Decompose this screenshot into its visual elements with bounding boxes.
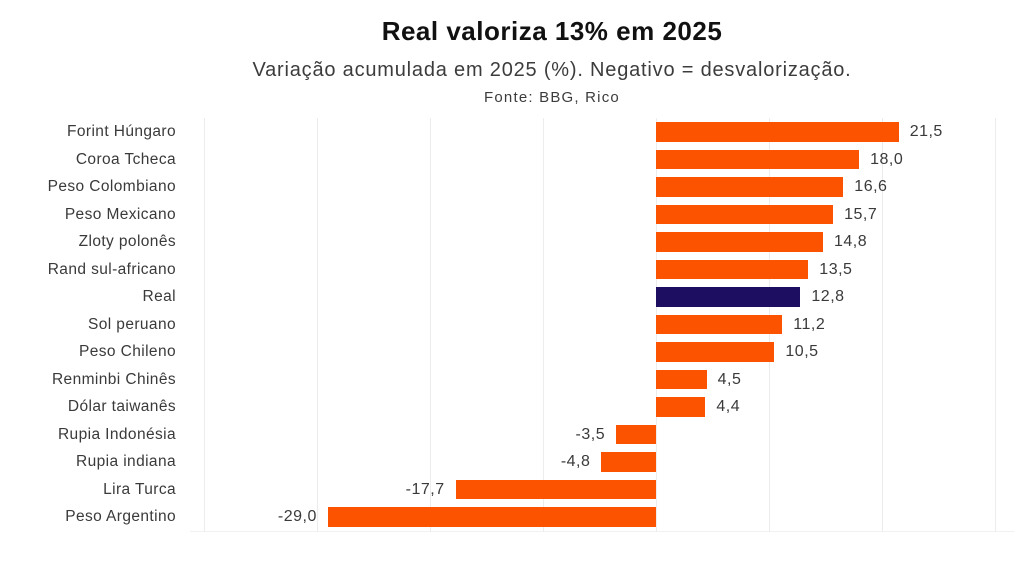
bar-peso-argentino	[327, 507, 656, 527]
category-label-rand-sul-africano: Rand sul-africano	[47, 260, 176, 278]
category-label-real: Real	[142, 288, 176, 305]
value-label-peso-colombiano: 16,6	[854, 178, 888, 195]
category-label-rupia-indiana: Rupia indiana	[76, 453, 176, 470]
plot-area: 21,5 18,0 16,6 15,7 14,8 13,5 12,8 11,2 10,5 4,5 4…	[190, 118, 1014, 532]
bar-rupia-indiana	[601, 452, 656, 472]
gridline--40	[203, 118, 205, 532]
bar-sol-peruano	[655, 314, 783, 334]
value-label-rand-sul-africano: 13,5	[819, 260, 853, 278]
category-label-dolar-taiwanes: Dólar taiwanês	[67, 398, 176, 415]
category-axis: Forint Húngaro Coroa Tcheca Peso Colombian…	[0, 118, 182, 531]
chart-title: Real valoriza 13% em 2025	[381, 16, 723, 46]
category-label-rupia-indonesia: Rupia Indonésia	[57, 425, 176, 443]
category-label-peso-chileno: Peso Chileno	[79, 343, 176, 360]
bar-lira-turca	[455, 479, 656, 499]
value-label-forint-hungaro: 21,5	[909, 123, 943, 140]
value-label-rupia-indiana: -4,8	[560, 453, 591, 470]
bar-rand-sul-africano	[655, 259, 809, 279]
bar-coroa-tcheca	[655, 149, 860, 169]
value-label-lira-turca: -17,7	[405, 480, 445, 498]
bar-forint-hungaro	[655, 122, 899, 142]
category-label-peso-argentino: Peso Argentino	[65, 508, 176, 525]
value-label-dolar-taiwanes: 4,4	[716, 398, 741, 415]
value-label-coroa-tcheca: 18,0	[870, 150, 904, 168]
bar-rupia-indonesia	[616, 424, 656, 444]
bar-zloty-polones	[655, 232, 823, 252]
chart-subtitle: Variação acumulada em 2025 (%). Negativo…	[252, 59, 852, 81]
category-label-peso-mexicano: Peso Mexicano	[64, 205, 176, 223]
category-label-peso-colombiano: Peso Colombiano	[47, 178, 176, 195]
category-label-zloty-polones: Zloty polonês	[78, 233, 176, 250]
category-label-sol-peruano: Sol peruano	[88, 315, 176, 333]
gridline--10	[542, 118, 544, 532]
category-label-forint-hungaro: Forint Húngaro	[67, 123, 176, 140]
value-label-renminbi-chines: 4,5	[717, 370, 742, 388]
bar-dolar-taiwanes	[655, 397, 706, 417]
gridline-30	[994, 118, 996, 532]
bar-real	[655, 287, 801, 307]
bar-renminbi-chines	[655, 369, 707, 389]
category-label-coroa-tcheca: Coroa Tcheca	[75, 150, 176, 168]
value-label-zloty-polones: 14,8	[834, 233, 868, 250]
bar-peso-mexicano	[655, 204, 834, 224]
gridline--30	[316, 118, 318, 532]
value-label-real: 12,8	[811, 288, 845, 305]
bar-peso-chileno	[655, 342, 775, 362]
gridline-20	[881, 118, 883, 532]
chart-source-note: Fonte: BBG, Rico	[484, 89, 620, 106]
value-label-peso-chileno: 10,5	[785, 343, 819, 360]
value-label-peso-argentino: -29,0	[277, 508, 317, 525]
category-label-renminbi-chines: Renminbi Chinês	[51, 370, 176, 388]
value-label-rupia-indonesia: -3,5	[575, 425, 606, 443]
bar-peso-colombiano	[655, 177, 844, 197]
gridline--20	[429, 118, 431, 532]
value-label-peso-mexicano: 15,7	[844, 205, 878, 223]
category-label-lira-turca: Lira Turca	[103, 480, 176, 498]
value-label-sol-peruano: 11,2	[793, 315, 826, 333]
chart-header: Real valoriza 13% em 2025 Variação acumu…	[80, 0, 1024, 106]
